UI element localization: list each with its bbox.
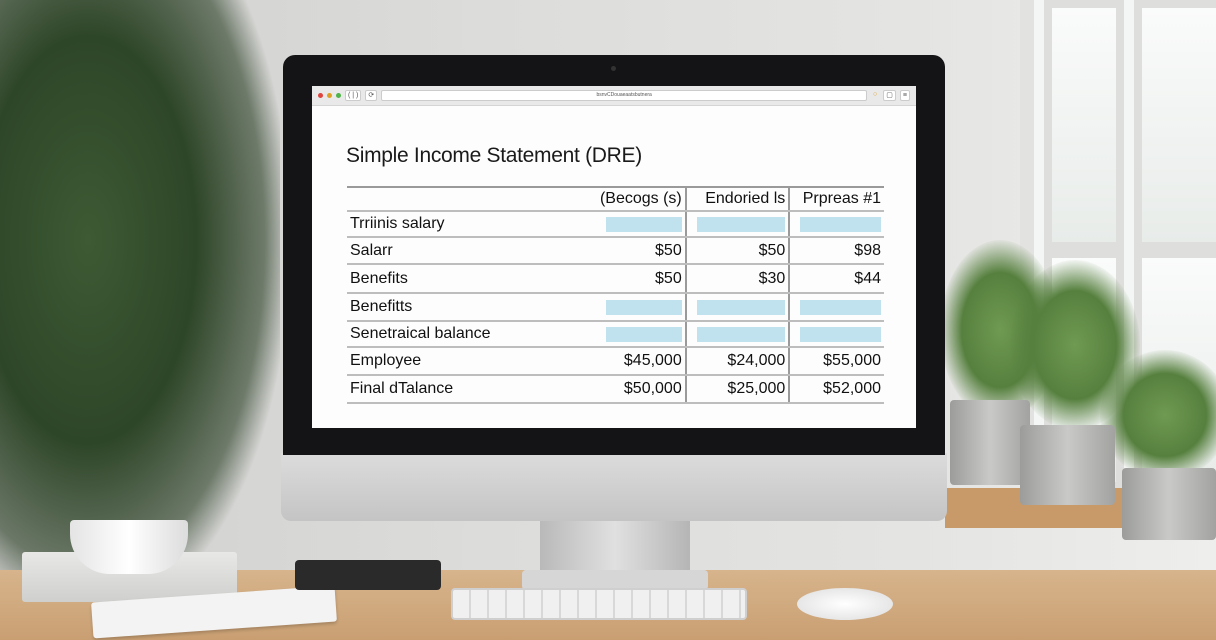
empty-cell[interactable]: [596, 321, 687, 348]
menu-icon[interactable]: ≡: [899, 90, 910, 101]
table-row: Salarr $50 $50 $98: [347, 237, 884, 265]
column-header: (Becogs (s): [596, 186, 687, 212]
empty-cell[interactable]: [596, 211, 687, 238]
row-label: Salarr: [347, 237, 597, 265]
reload-icon[interactable]: ⟳: [365, 90, 378, 101]
table-row: Employee $45,000 $24,000 $55,000: [347, 347, 884, 376]
background-plant: [0, 0, 280, 600]
empty-cell[interactable]: [789, 211, 884, 238]
bookmark-icon[interactable]: ○: [873, 91, 878, 98]
keyboard: [451, 588, 747, 620]
plant-pot: [1020, 425, 1115, 505]
cell-fill: [800, 216, 881, 232]
maximize-button[interactable]: [336, 93, 341, 98]
value-cell[interactable]: $55,000: [789, 347, 884, 376]
cell-fill: [606, 299, 682, 315]
calculator: [295, 560, 441, 590]
monitor-stand: [540, 520, 690, 575]
tabs-icon[interactable]: ▢: [883, 90, 896, 101]
empty-cell[interactable]: [596, 293, 687, 322]
table-row: Senetraical balance: [347, 321, 884, 348]
value-cell[interactable]: $24,000: [685, 347, 791, 376]
cell-fill: [800, 299, 881, 315]
column-header: Endoried ls: [685, 186, 791, 212]
row-label: Benefits: [347, 264, 597, 294]
column-header: Prpreas #1: [789, 186, 884, 212]
cell-fill: [800, 326, 881, 342]
coffee-cup: [70, 520, 188, 574]
value-cell[interactable]: $45,000: [596, 347, 687, 376]
row-label: Benefitts: [347, 293, 597, 322]
webcam: [611, 66, 616, 71]
table-header: (Becogs (s) Endoried ls Prpreas #1: [347, 186, 884, 212]
value-cell[interactable]: $25,000: [685, 375, 791, 404]
cell-fill: [697, 326, 786, 342]
row-label: Employee: [347, 347, 597, 376]
empty-cell[interactable]: [685, 293, 791, 322]
page-title: Simple Income Statement (DRE): [346, 144, 642, 167]
minimize-button[interactable]: [327, 93, 332, 98]
empty-cell[interactable]: [789, 321, 884, 348]
mouse: [797, 588, 893, 620]
value-cell[interactable]: $50: [596, 237, 687, 265]
cell-fill: [697, 216, 786, 232]
empty-cell[interactable]: [789, 293, 884, 322]
table-row: Benefits $50 $30 $44: [347, 264, 884, 294]
table-row: Final dTalance $50,000 $25,000 $52,000: [347, 375, 884, 404]
cell-fill: [697, 299, 786, 315]
cell-fill: [606, 216, 682, 232]
value-cell[interactable]: $30: [685, 264, 791, 294]
value-cell[interactable]: $50,000: [596, 375, 687, 404]
table-row: Trriinis salary: [347, 211, 884, 238]
value-cell[interactable]: $44: [789, 264, 884, 294]
income-table: (Becogs (s) Endoried ls Prpreas #1 Trrii…: [347, 186, 884, 404]
screen: ( | ) ⟳ bsnvCDouaeaatsbutnera ○ ▢ ≡ Simp…: [312, 86, 916, 428]
potted-plant: [1100, 350, 1216, 480]
monitor-chin: [281, 453, 947, 521]
value-cell[interactable]: $52,000: [789, 375, 884, 404]
table-row: Benefitts: [347, 293, 884, 322]
monitor-stand-base: [522, 570, 708, 590]
value-cell[interactable]: $98: [789, 237, 884, 265]
row-label: Senetraical balance: [347, 321, 597, 348]
plant-pot: [950, 400, 1030, 485]
plant-pot: [1122, 468, 1216, 540]
browser-toolbar: ( | ) ⟳ bsnvCDouaeaatsbutnera ○ ▢ ≡: [312, 86, 916, 106]
value-cell[interactable]: $50: [596, 264, 687, 294]
empty-cell[interactable]: [685, 321, 791, 348]
close-button[interactable]: [318, 93, 323, 98]
value-cell[interactable]: $50: [685, 237, 791, 265]
empty-cell[interactable]: [685, 211, 791, 238]
row-label: Final dTalance: [347, 375, 597, 404]
row-label: Trriinis salary: [347, 211, 597, 238]
back-forward-button[interactable]: ( | ): [345, 90, 362, 101]
cell-fill: [606, 326, 682, 342]
address-bar[interactable]: bsnvCDouaeaatsbutnera: [381, 90, 868, 101]
